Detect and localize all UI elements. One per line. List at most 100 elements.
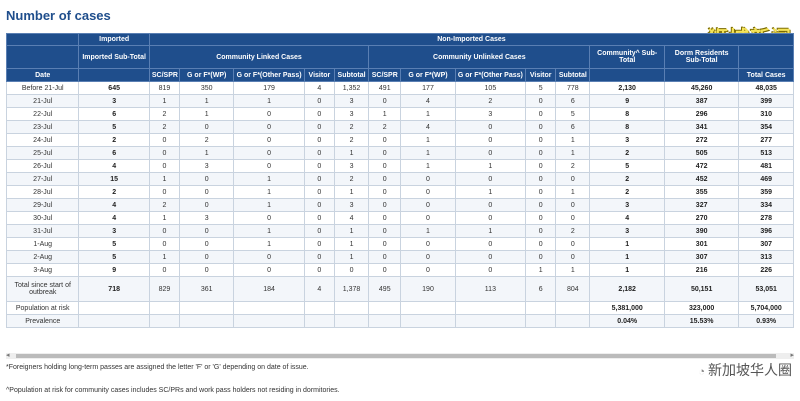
cell-unlinked-other-pass: 1 xyxy=(454,224,527,238)
cell-total-linked-wp: 361 xyxy=(179,276,235,302)
header-blank-4 xyxy=(78,68,150,82)
cell-unlinked-wp: 1 xyxy=(400,107,456,121)
prevalence-row: Prevalence 0.04% 15.53% 0.93% xyxy=(5,314,794,328)
cell-dorm-subtotal: 390 xyxy=(663,224,740,238)
cell-community-subtotal: 2 xyxy=(589,185,665,199)
cell-linked-scspr: 819 xyxy=(148,81,181,95)
cell-community-subtotal: 9 xyxy=(589,94,665,108)
table-row: 2-Aug 5 1 0 0 0 1 0 0 0 0 0 1 307 313 xyxy=(5,250,794,264)
cell-linked-subtotal: 3 xyxy=(333,198,370,212)
cell-community-subtotal: 1 xyxy=(589,250,665,264)
cell-dorm-subtotal: 341 xyxy=(663,120,740,134)
scrollbar-thumb[interactable] xyxy=(16,354,776,358)
cell-linked-wp: 0 xyxy=(179,250,235,264)
cell-linked-other-pass: 1 xyxy=(233,172,305,186)
cell-linked-wp: 0 xyxy=(179,198,235,212)
cell-total-imported: 718 xyxy=(78,276,150,302)
header-community-subtotal: Community^ Sub-Total xyxy=(589,45,665,69)
header-unlinked-subtotal: Subtotal xyxy=(555,68,591,82)
cell-unlinked-wp: 1 xyxy=(400,146,456,160)
table-row: Before 21-Jul 645 819 350 179 4 1,352 491 177 105… xyxy=(5,81,794,95)
cell-total-cases: 313 xyxy=(738,250,794,264)
cell-total-linked-visitor: 4 xyxy=(303,276,335,302)
header-imported: Imported xyxy=(78,33,150,46)
cell-unlinked-scspr: 0 xyxy=(368,224,402,238)
cell-linked-subtotal: 4 xyxy=(333,211,370,225)
cell-linked-wp: 350 xyxy=(179,81,235,95)
cell-linked-wp: 1 xyxy=(179,146,235,160)
cell-imported-subtotal: 9 xyxy=(78,263,150,277)
cell-total-cases: 513 xyxy=(738,146,794,160)
header-blank-3 xyxy=(738,45,794,69)
cell-total-cases: 469 xyxy=(738,172,794,186)
cell-linked-scspr: 0 xyxy=(148,146,181,160)
cell-unlinked-subtotal: 1 xyxy=(555,146,591,160)
cell-unlinked-subtotal: 2 xyxy=(555,224,591,238)
cell-linked-scspr: 0 xyxy=(148,237,181,251)
cell-total-unlinked-other-pass: 113 xyxy=(454,276,527,302)
cell-total-cases: 396 xyxy=(738,224,794,238)
cell-linked-subtotal: 1 xyxy=(333,250,370,264)
cell-unlinked-other-pass: 0 xyxy=(454,198,527,212)
cell-linked-wp: 3 xyxy=(179,159,235,173)
cell-date: 22-Jul xyxy=(5,107,80,121)
scroll-left-icon[interactable]: ◂ xyxy=(6,352,10,359)
cell-linked-other-pass: 0 xyxy=(233,250,305,264)
cell-community-subtotal: 3 xyxy=(589,224,665,238)
cell-unlinked-subtotal: 1 xyxy=(555,185,591,199)
cell-linked-visitor: 0 xyxy=(303,237,335,251)
cell-dorm-subtotal: 472 xyxy=(663,159,740,173)
cell-total-label: Total since start of outbreak xyxy=(5,276,80,302)
cell-linked-scspr: 1 xyxy=(148,172,181,186)
cell-linked-wp: 0 xyxy=(179,172,235,186)
cell-linked-subtotal: 3 xyxy=(333,159,370,173)
cell-unlinked-other-pass: 0 xyxy=(454,172,527,186)
cell-imported-subtotal: 6 xyxy=(78,107,150,121)
cell-dorm-subtotal: 327 xyxy=(663,198,740,212)
cell-unlinked-other-pass: 105 xyxy=(454,81,527,95)
cell-linked-scspr: 1 xyxy=(148,250,181,264)
cell-empty xyxy=(233,314,305,328)
cell-unlinked-scspr: 0 xyxy=(368,146,402,160)
cell-linked-other-pass: 1 xyxy=(233,224,305,238)
wechat-icon: ◔ xyxy=(698,366,705,378)
table-row: 26-Jul 4 0 3 0 0 3 0 1 1 0 2 5 472 481 xyxy=(5,159,794,173)
cell-community-subtotal: 3 xyxy=(589,133,665,147)
cell-linked-wp: 0 xyxy=(179,237,235,251)
cell-imported-subtotal: 5 xyxy=(78,250,150,264)
cell-unlinked-scspr: 0 xyxy=(368,94,402,108)
cell-linked-visitor: 0 xyxy=(303,146,335,160)
cell-linked-scspr: 0 xyxy=(148,133,181,147)
cell-imported-subtotal: 4 xyxy=(78,198,150,212)
cell-imported-subtotal: 3 xyxy=(78,224,150,238)
cell-linked-subtotal: 3 xyxy=(333,94,370,108)
cell-unlinked-other-pass: 0 xyxy=(454,250,527,264)
cell-total-cases: 277 xyxy=(738,133,794,147)
cell-community-subtotal: 3 xyxy=(589,198,665,212)
cell-linked-visitor: 0 xyxy=(303,133,335,147)
cell-total-cases: 278 xyxy=(738,211,794,225)
cell-dorm-subtotal: 452 xyxy=(663,172,740,186)
cell-unlinked-scspr: 0 xyxy=(368,250,402,264)
cell-unlinked-other-pass: 0 xyxy=(454,120,527,134)
table-row: 21-Jul 3 1 1 1 0 3 0 4 2 0 6 9 387 399 xyxy=(5,94,794,108)
cell-date: 28-Jul xyxy=(5,185,80,199)
cell-unlinked-wp: 0 xyxy=(400,263,456,277)
horizontal-scrollbar[interactable]: ◂ ▸ xyxy=(6,352,794,359)
cell-linked-wp: 2 xyxy=(179,133,235,147)
cell-linked-scspr: 1 xyxy=(148,94,181,108)
header-total-cases: Total Cases xyxy=(738,68,794,82)
cell-empty xyxy=(333,314,370,328)
cell-linked-other-pass: 1 xyxy=(233,94,305,108)
cell-prevalence_row-dorm: 15.53% xyxy=(663,314,740,328)
cell-dorm-subtotal: 307 xyxy=(663,250,740,264)
cell-dorm-subtotal: 270 xyxy=(663,211,740,225)
cell-linked-wp: 1 xyxy=(179,107,235,121)
scroll-right-icon[interactable]: ▸ xyxy=(790,352,794,359)
cell-date: 26-Jul xyxy=(5,159,80,173)
cell-linked-subtotal: 1 xyxy=(333,146,370,160)
header-unlinked-other: G or F*(Other Pass) xyxy=(454,68,527,82)
cell-linked-other-pass: 1 xyxy=(233,237,305,251)
cell-unlinked-scspr: 0 xyxy=(368,172,402,186)
cell-unlinked-other-pass: 0 xyxy=(454,263,527,277)
